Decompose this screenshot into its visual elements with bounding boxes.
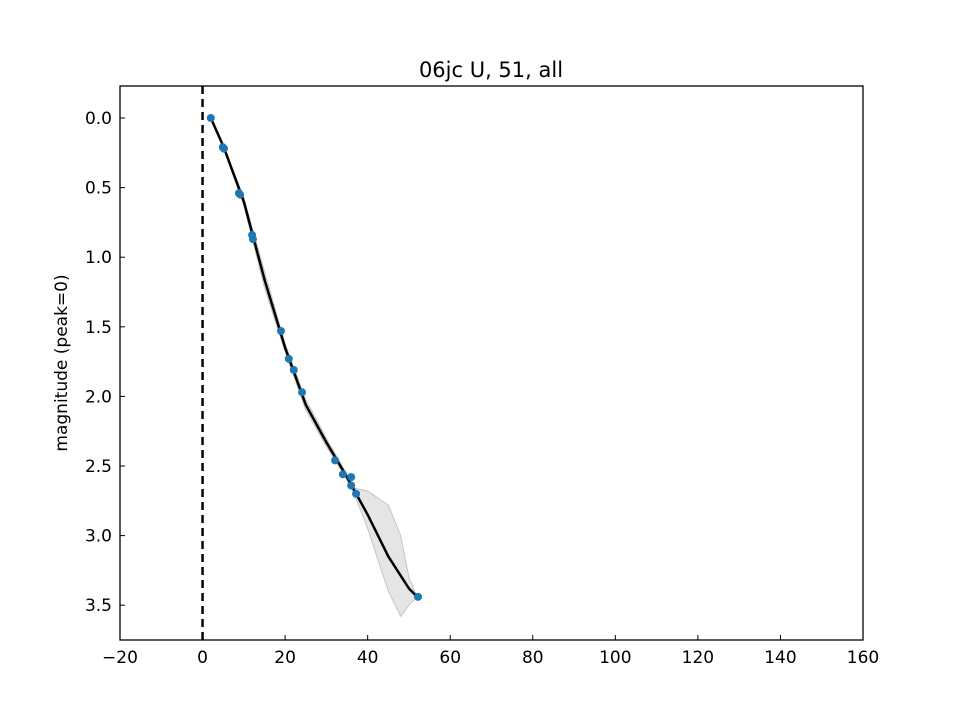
x-tick-label: 0 <box>197 648 208 668</box>
x-tick-label: 140 <box>764 648 796 668</box>
y-tick-label: 3.5 <box>85 596 112 616</box>
data-point <box>284 354 293 363</box>
y-tick-label: 1.5 <box>85 318 112 338</box>
x-tick-label: 120 <box>682 648 714 668</box>
y-tick-label: 2.5 <box>85 457 112 477</box>
data-point <box>289 365 298 374</box>
y-tick-label: 1.0 <box>85 248 112 268</box>
data-point <box>236 190 245 199</box>
x-tick-label: 40 <box>357 648 379 668</box>
x-tick-label: 80 <box>522 648 544 668</box>
data-point <box>276 326 285 335</box>
y-axis-label: magnitude (peak=0) <box>52 274 72 451</box>
y-tick-label: 0.0 <box>85 109 112 129</box>
data-point <box>347 481 356 490</box>
data-point <box>220 144 229 153</box>
chart-title: 06jc U, 51, all <box>419 58 563 82</box>
data-point <box>347 473 356 482</box>
data-point <box>331 456 340 465</box>
data-point <box>352 489 361 498</box>
x-tick-label: −20 <box>102 648 138 668</box>
x-tick-label: 100 <box>599 648 631 668</box>
data-point <box>298 388 307 397</box>
data-point <box>338 470 347 479</box>
x-tick-label: 20 <box>274 648 296 668</box>
plot-frame <box>119 85 864 641</box>
y-tick-label: 0.5 <box>85 179 112 199</box>
x-tick-label: 60 <box>439 648 461 668</box>
data-point <box>248 235 257 244</box>
data-point <box>206 114 215 123</box>
x-tick-label: 160 <box>847 648 879 668</box>
y-tick-label: 2.0 <box>85 387 112 407</box>
data-point <box>414 592 423 601</box>
y-tick-label: 3.0 <box>85 527 112 547</box>
